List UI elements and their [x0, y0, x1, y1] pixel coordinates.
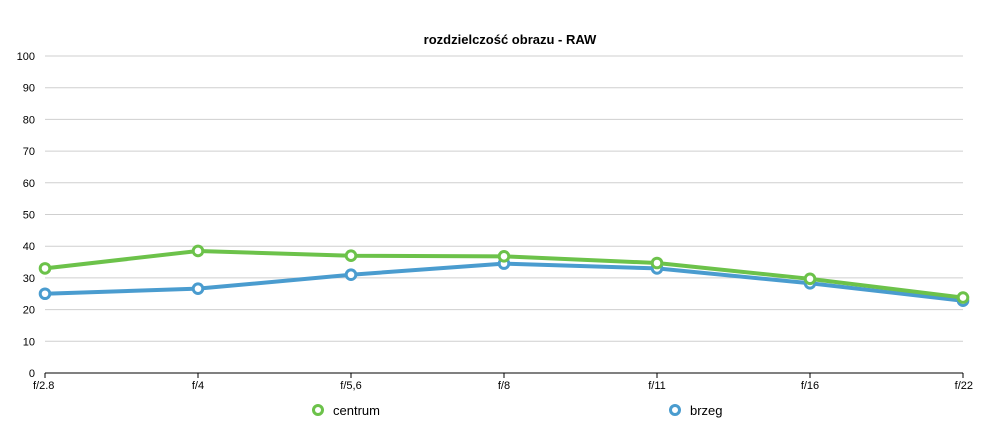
legend-label-brzeg: brzeg	[690, 403, 723, 418]
data-point-centrum	[956, 291, 970, 304]
data-point-brzeg	[191, 282, 205, 295]
y-tick-label: 20	[23, 305, 35, 317]
y-tick-label: 60	[23, 178, 35, 190]
x-tick-label: f/22	[955, 380, 973, 392]
x-tick-label: f/4	[192, 380, 204, 392]
legend-marker-centrum	[312, 404, 324, 416]
data-point-centrum	[344, 249, 358, 263]
y-tick-label: 50	[23, 210, 35, 222]
y-tick-label: 90	[23, 83, 35, 95]
y-tick-label: 30	[23, 273, 35, 285]
data-point-centrum	[650, 256, 664, 270]
grid-lines	[45, 55, 963, 374]
legend: centrum brzeg	[312, 403, 723, 418]
y-tick-label: 100	[17, 51, 35, 63]
data-point-centrum	[191, 244, 205, 258]
y-tick-label: 10	[23, 336, 35, 348]
series-group	[38, 244, 970, 308]
x-tick-label: f/2.8	[33, 380, 54, 392]
x-axis-ticks: f/2.8 f/4 f/5,6 f/8 f/11 f/16 f/22	[33, 373, 973, 392]
y-axis-ticks: 0 10 20 30 40 50 60 70 80 90 100	[17, 51, 35, 380]
legend-marker-brzeg	[669, 404, 681, 416]
data-point-centrum	[803, 272, 817, 286]
data-point-centrum	[497, 250, 511, 263]
data-point-centrum	[38, 262, 52, 275]
chart-title: rozdzielczość obrazu - RAW	[424, 32, 597, 47]
x-tick-label: f/5,6	[340, 380, 361, 392]
data-point-brzeg	[38, 287, 52, 301]
y-tick-label: 80	[23, 114, 35, 126]
x-tick-label: f/8	[498, 380, 510, 392]
legend-label-centrum: centrum	[333, 403, 380, 418]
y-tick-label: 70	[23, 146, 35, 158]
y-tick-label: 0	[29, 368, 35, 380]
x-tick-label: f/16	[801, 380, 819, 392]
x-tick-label: f/11	[648, 380, 666, 392]
y-tick-label: 40	[23, 241, 35, 253]
data-point-brzeg	[344, 268, 358, 282]
